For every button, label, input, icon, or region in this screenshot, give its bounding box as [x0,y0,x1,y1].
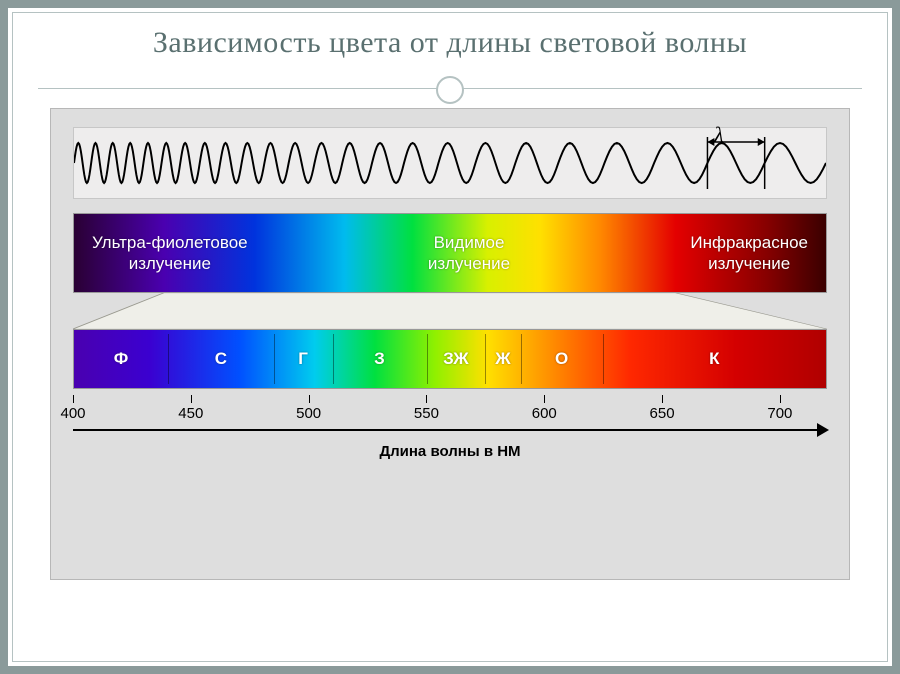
wavelength-axis: 400450500550600650700 [73,393,827,437]
divider-circle [436,76,464,104]
spectrum-top-bar: Ультра-фиолетовоеизлучение Видимоеизлуче… [73,213,827,293]
spectrum-bottom-bar: ФСГЗЗЖЖОК [73,329,827,389]
tick [73,395,74,403]
title-divider [8,70,892,108]
band-sep [485,334,486,384]
tick-label: 650 [650,405,675,422]
tick-label: 600 [532,405,557,422]
uv-label: Ультра-фиолетовоеизлучение [92,232,248,275]
axis-arrowhead [817,423,829,437]
tick-label: 700 [767,405,792,422]
tick [780,395,781,403]
band-К: К [603,330,826,388]
tick [544,395,545,403]
visible-label: Видимоеизлучение [428,232,510,275]
connector-trapezoid [73,293,827,329]
axis-line [73,429,827,431]
band-Г: Г [274,330,333,388]
tick-label: 500 [296,405,321,422]
band-С: С [168,330,274,388]
band-sep [427,334,428,384]
band-sep [274,334,275,384]
tick [309,395,310,403]
chart-panel: λ Ультра-фиолетовоеизлучение Видимоеизлу… [50,108,850,580]
connector-svg [73,293,827,329]
band-О: О [521,330,603,388]
tick-label: 400 [60,405,85,422]
wave-diagram: λ [73,127,827,199]
tick [191,395,192,403]
tick-label: 450 [178,405,203,422]
lambda-symbol: λ [714,122,758,148]
tick [662,395,663,403]
ir-label: Инфракрасноеизлучение [690,232,808,275]
band-sep [333,334,334,384]
band-З: З [333,330,427,388]
band-sep [603,334,604,384]
band-Ж: Ж [485,330,520,388]
tick [426,395,427,403]
band-ЗЖ: ЗЖ [427,330,486,388]
band-sep [521,334,522,384]
band-Ф: Ф [74,330,168,388]
band-sep [168,334,169,384]
axis-title: Длина волны в НМ [73,443,827,460]
tick-label: 550 [414,405,439,422]
